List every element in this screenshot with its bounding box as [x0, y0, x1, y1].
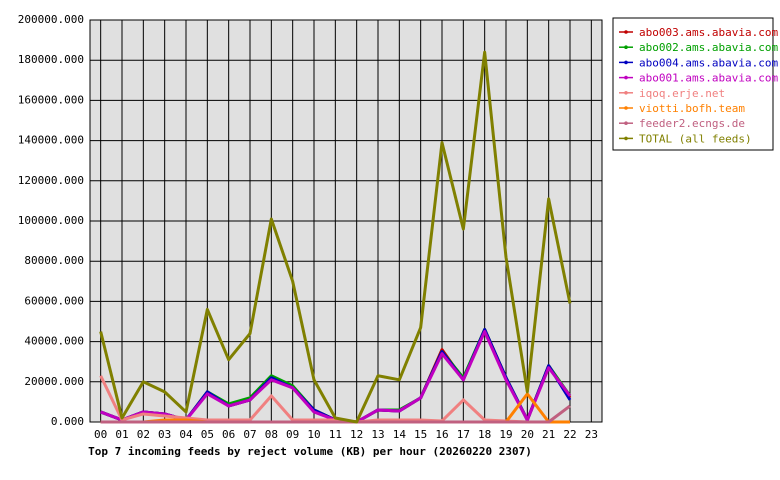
y-tick-label: 40000.000: [24, 335, 84, 348]
legend-marker: [624, 91, 628, 95]
x-tick-label: 07: [243, 428, 256, 441]
x-tick-label: 18: [478, 428, 491, 441]
series-line: [100, 404, 571, 424]
x-tick-label: 14: [393, 428, 407, 441]
x-tick-label: 16: [435, 428, 448, 441]
legend-marker: [624, 60, 628, 65]
legend-label: abo001.ams.abavia.com: [639, 72, 778, 85]
x-tick-label: 01: [115, 428, 128, 441]
legend-marker: [624, 106, 628, 110]
y-tick-label: 180000.000: [18, 53, 84, 66]
chart-title: Top 7 incoming feeds by reject volume (K…: [88, 445, 532, 458]
legend-label: TOTAL (all feeds): [639, 132, 752, 145]
x-tick-label: 21: [542, 428, 555, 441]
x-tick-label: 17: [457, 428, 470, 441]
legend-marker: [624, 45, 628, 49]
legend-label: viotti.bofh.team: [639, 102, 745, 115]
x-tick-label: 03: [158, 428, 171, 441]
x-tick-label: 04: [179, 428, 193, 441]
legend: [612, 17, 774, 151]
legend-marker: [624, 136, 628, 141]
x-tick-label: 11: [329, 428, 342, 441]
x-tick-label: 23: [585, 428, 598, 441]
x-tick-label: 22: [563, 428, 576, 441]
x-tick-label: 10: [307, 428, 320, 441]
y-tick-label: 120000.000: [18, 174, 84, 187]
x-tick-label: 09: [286, 428, 299, 441]
y-tick-label: 100000.000: [18, 214, 84, 227]
y-tick-label: 20000.000: [24, 375, 84, 388]
legend-label: iqoq.erje.net: [639, 87, 725, 100]
legend-marker: [624, 121, 628, 125]
legend-marker: [624, 30, 628, 34]
y-tick-label: 0.000: [51, 415, 84, 428]
y-tick-label: 60000.000: [24, 294, 84, 307]
y-tick-label: 160000.000: [18, 93, 84, 106]
x-tick-label: 00: [94, 428, 107, 441]
y-tick-label: 200000.000: [18, 13, 84, 26]
x-tick-label: 06: [222, 428, 235, 441]
x-tick-label: 19: [499, 428, 512, 441]
legend-marker: [624, 75, 628, 80]
y-tick-label: 140000.000: [18, 134, 84, 147]
legend-label: feeder2.ecngs.de: [639, 117, 745, 130]
x-tick-label: 08: [265, 428, 278, 441]
x-tick-label: 15: [414, 428, 427, 441]
series-line: [99, 50, 572, 424]
legend-label: abo003.ams.abavia.com: [639, 26, 778, 39]
x-tick-label: 12: [350, 428, 363, 441]
y-tick-label: 80000.000: [24, 254, 84, 267]
x-tick-label: 13: [371, 428, 384, 441]
x-tick-label: 05: [201, 428, 214, 441]
legend-label: abo004.ams.abavia.com: [639, 56, 778, 69]
legend-label: abo002.ams.abavia.com: [639, 41, 778, 54]
series-line: [99, 375, 570, 424]
x-tick-label: 02: [137, 428, 150, 441]
x-tick-label: 20: [521, 428, 534, 441]
